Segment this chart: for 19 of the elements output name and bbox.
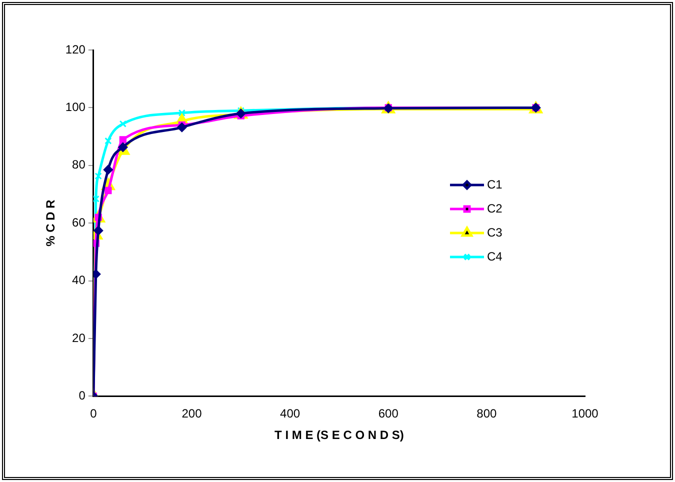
x-axis-title: T I M E (S E C O N D S) — [274, 428, 404, 442]
x-tick-label: 600 — [378, 406, 399, 421]
x-tick-label: 800 — [476, 406, 498, 421]
legend-label: C2 — [487, 201, 503, 216]
y-tick-label: 60 — [72, 215, 86, 230]
y-axis-title: % C D R — [44, 199, 58, 246]
y-tick-label: 0 — [78, 388, 86, 403]
x-tick-label: 1000 — [572, 406, 599, 421]
x-tick-label: 400 — [280, 406, 300, 421]
y-tick-label: 80 — [72, 158, 86, 172]
x-tick-label: 200 — [182, 406, 202, 421]
legend-label: C4 — [487, 249, 503, 264]
y-tick-label: 120 — [65, 42, 86, 56]
legend-label: C3 — [487, 225, 503, 240]
x-tick-label: 0 — [90, 406, 98, 421]
y-tick-label: 100 — [65, 100, 86, 114]
y-tick-label: 40 — [72, 273, 86, 288]
y-tick-label: 20 — [72, 330, 86, 345]
legend-label: C1 — [487, 177, 503, 192]
